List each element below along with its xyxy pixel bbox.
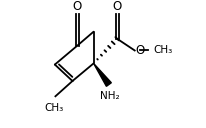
Text: O: O — [73, 1, 82, 13]
Polygon shape — [94, 63, 111, 86]
Text: NH₂: NH₂ — [100, 91, 120, 101]
Text: O: O — [112, 1, 122, 13]
Text: CH₃: CH₃ — [44, 103, 63, 113]
Text: CH₃: CH₃ — [153, 45, 173, 55]
Text: O: O — [135, 44, 145, 57]
